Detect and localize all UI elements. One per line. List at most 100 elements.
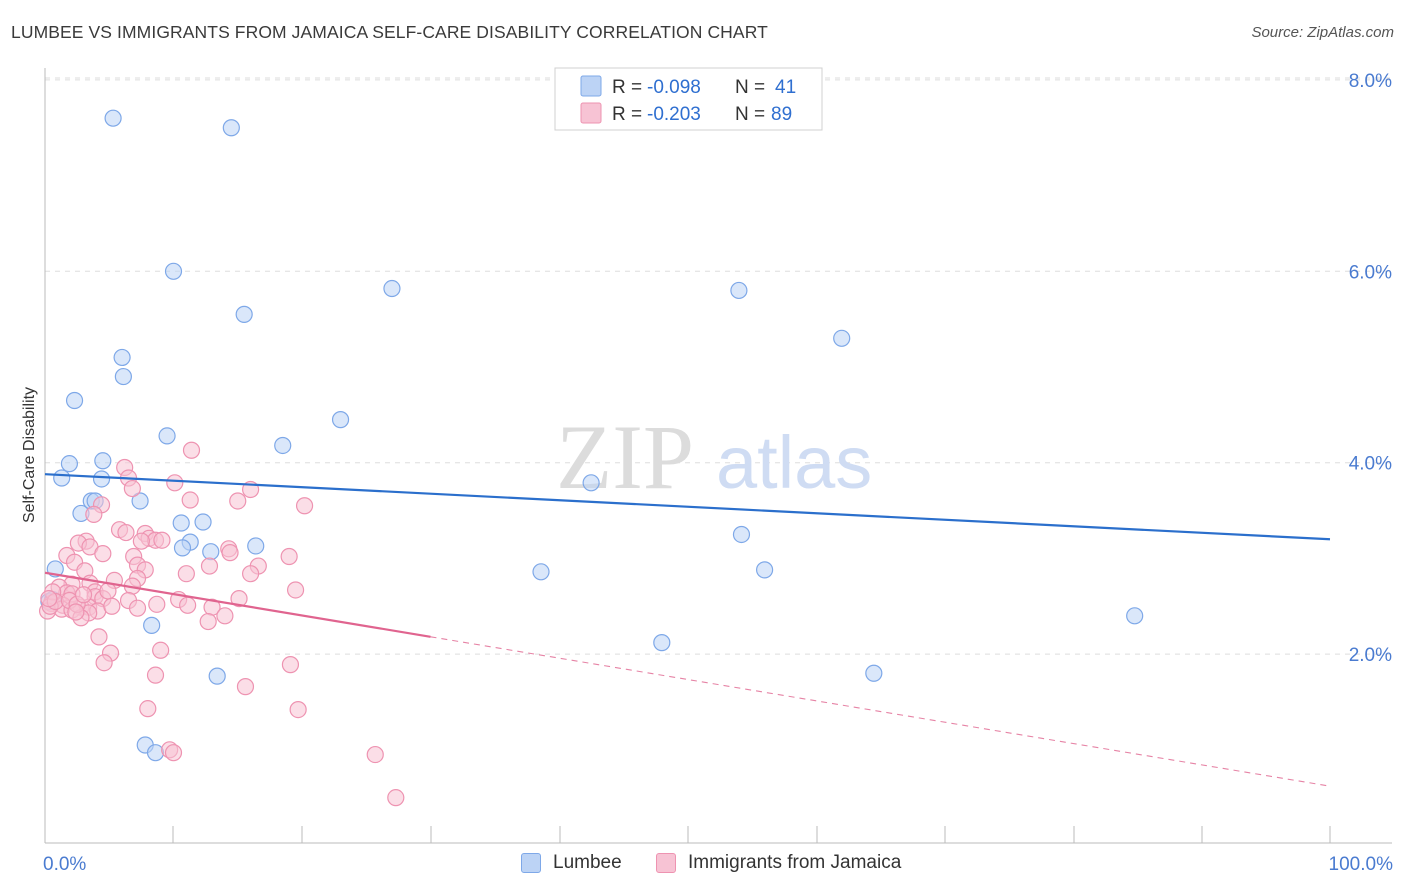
stats-legend: R = -0.098 N = 41 R = -0.203 N = 89 xyxy=(554,67,823,131)
point-jamaica xyxy=(132,532,150,550)
point-jamaica xyxy=(94,545,112,563)
point-lumbee xyxy=(202,543,220,561)
point-jamaica xyxy=(99,582,117,600)
trend-lines xyxy=(44,473,1331,787)
point-jamaica xyxy=(103,597,121,615)
stats-r-label-jamaica: R = xyxy=(612,104,642,125)
x-tick-label: 100.0% xyxy=(1329,854,1394,875)
y-tick-label: 4.0% xyxy=(1349,454,1392,475)
legend-item-jamaica: Immigrants from Jamaica xyxy=(656,852,901,874)
legend-swatch-jamaica xyxy=(656,853,676,873)
point-jamaica xyxy=(128,599,147,617)
point-jamaica xyxy=(289,701,307,719)
point-jamaica xyxy=(221,544,239,562)
point-jamaica xyxy=(200,557,219,575)
trend-line-jamaica-extension xyxy=(430,636,1331,787)
point-lumbee xyxy=(865,664,883,682)
point-jamaica xyxy=(153,531,171,549)
point-jamaica xyxy=(164,744,183,762)
point-lumbee xyxy=(222,119,240,137)
point-lumbee xyxy=(146,744,165,762)
stats-swatch-jamaica xyxy=(580,102,602,124)
point-jamaica xyxy=(280,547,298,566)
point-jamaica xyxy=(67,603,85,621)
point-jamaica xyxy=(90,628,108,646)
point-lumbee xyxy=(732,525,751,544)
legend-item-lumbee: Lumbee xyxy=(521,852,622,874)
point-lumbee xyxy=(208,667,226,685)
stats-n-label-lumbee: N = xyxy=(735,77,765,98)
point-lumbee xyxy=(247,537,265,555)
point-lumbee xyxy=(653,634,671,652)
series-jamaica-points xyxy=(38,441,405,807)
point-jamaica xyxy=(181,491,199,509)
point-lumbee xyxy=(94,452,112,470)
point-lumbee xyxy=(65,391,84,410)
y-tick-label: 2.0% xyxy=(1349,645,1392,666)
axes xyxy=(44,68,1392,844)
point-jamaica xyxy=(148,595,166,613)
point-jamaica xyxy=(281,656,300,674)
point-jamaica xyxy=(146,666,165,684)
point-lumbee xyxy=(274,436,292,455)
trend-line-jamaica xyxy=(44,571,431,638)
y-tick-label: 8.0% xyxy=(1349,71,1392,92)
legend-swatch-lumbee xyxy=(521,853,541,873)
point-lumbee xyxy=(755,561,774,579)
point-lumbee xyxy=(235,305,253,323)
point-lumbee xyxy=(164,262,183,280)
point-lumbee xyxy=(1126,607,1144,625)
watermark-atlas: atlas xyxy=(716,421,872,504)
point-jamaica xyxy=(387,789,405,807)
stats-r-label-lumbee: R = xyxy=(612,77,642,98)
point-jamaica xyxy=(152,641,170,659)
trend-line-lumbee xyxy=(44,473,1331,541)
tick-labels: 2.0% 4.0% 6.0% 8.0% 0.0% 100.0% xyxy=(43,71,1393,875)
point-jamaica xyxy=(230,589,248,608)
point-lumbee xyxy=(172,514,190,532)
point-jamaica xyxy=(229,492,247,510)
point-lumbee xyxy=(104,109,122,127)
stats-r-value-lumbee: -0.098 xyxy=(647,77,701,98)
point-jamaica xyxy=(236,678,255,696)
watermark: ZIP atlas xyxy=(556,406,872,508)
point-lumbee xyxy=(158,427,176,445)
point-jamaica xyxy=(85,505,103,523)
point-jamaica xyxy=(179,596,197,614)
point-lumbee xyxy=(383,279,401,298)
point-lumbee xyxy=(53,469,71,487)
point-lumbee xyxy=(331,411,350,429)
point-lumbee xyxy=(143,616,161,634)
point-lumbee xyxy=(833,329,851,347)
point-jamaica xyxy=(295,497,314,515)
source-credit: Source: ZipAtlas.com xyxy=(1251,24,1394,41)
stats-n-value-lumbee: 41 xyxy=(775,77,796,98)
point-jamaica xyxy=(123,479,141,498)
point-jamaica xyxy=(177,565,195,583)
point-lumbee xyxy=(194,513,212,531)
point-jamaica xyxy=(182,441,201,459)
point-lumbee xyxy=(730,281,748,300)
watermark-zip: ZIP xyxy=(556,406,694,508)
stats-n-label-jamaica: N = xyxy=(735,104,765,125)
point-jamaica xyxy=(95,654,113,672)
chart-title: LUMBEE VS IMMIGRANTS FROM JAMAICA SELF-C… xyxy=(11,22,768,42)
legend-label-jamaica: Immigrants from Jamaica xyxy=(688,852,902,873)
point-lumbee xyxy=(113,348,131,367)
point-jamaica xyxy=(216,607,234,625)
point-jamaica xyxy=(139,700,157,718)
point-lumbee xyxy=(582,474,600,492)
stats-r-value-jamaica: -0.203 xyxy=(647,104,701,125)
point-jamaica xyxy=(199,612,217,631)
stats-n-value-jamaica: 89 xyxy=(771,104,792,125)
x-tick-label: 0.0% xyxy=(43,854,86,875)
point-lumbee xyxy=(92,470,111,488)
point-lumbee xyxy=(532,563,550,581)
bottom-legend: Lumbee Immigrants from Jamaica xyxy=(0,852,1406,878)
point-jamaica xyxy=(74,586,93,604)
point-jamaica xyxy=(40,589,58,608)
legend-label-lumbee: Lumbee xyxy=(553,852,622,873)
point-jamaica xyxy=(242,565,260,583)
point-jamaica xyxy=(166,474,184,492)
